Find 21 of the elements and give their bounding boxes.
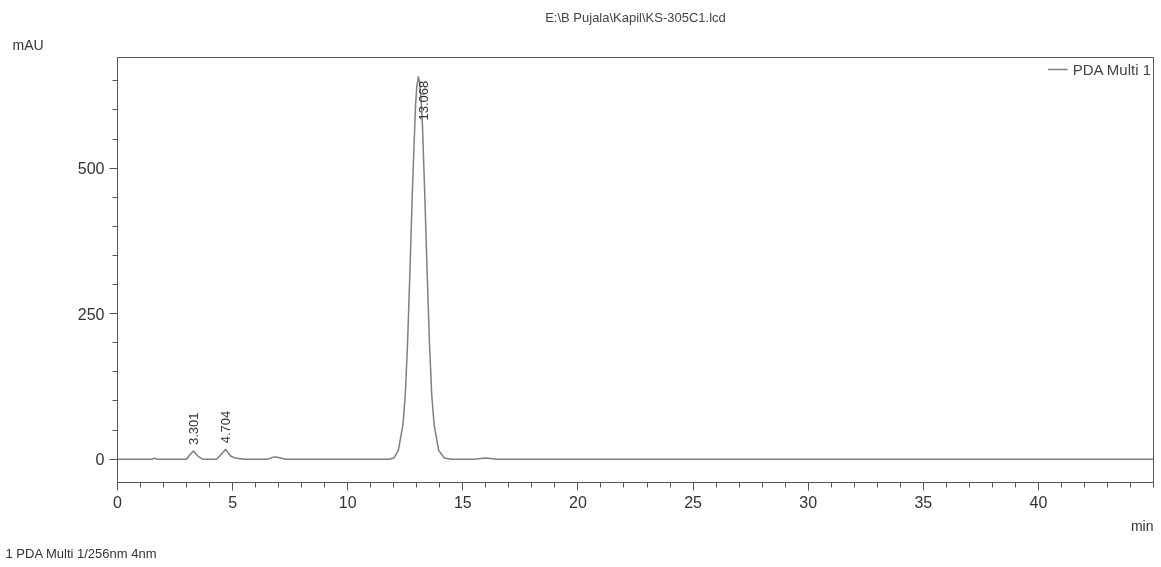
annotation: 4.704 xyxy=(218,410,234,444)
x-tick-label: 10 xyxy=(338,493,357,511)
annotation: 13.068 xyxy=(416,80,432,121)
x-tick-label: 20 xyxy=(569,493,587,511)
x-tick-label: 40 xyxy=(1029,493,1048,511)
x-tick-label: 15 xyxy=(453,493,472,511)
x-tick-label: 25 xyxy=(684,493,703,511)
x-tick-label: 5 xyxy=(228,493,238,511)
text: 1 PDA Multi 1/256nm 4nm xyxy=(5,545,157,561)
y-tick-label: 0 xyxy=(95,451,105,469)
line-series xyxy=(117,75,1154,460)
y-tick-label: 250 xyxy=(77,305,105,323)
x-axis-title: min xyxy=(1130,517,1154,534)
y-tick-label: 500 xyxy=(77,160,105,178)
x-tick-label: 30 xyxy=(799,493,818,511)
annotation: 3.301 xyxy=(186,412,201,446)
chart-title: E:\B Pujala\Kapil\KS-305C1.lcd xyxy=(545,9,726,25)
x-tick-label: 0 xyxy=(113,493,123,511)
y-axis-title: mAU xyxy=(12,36,44,53)
x-tick-label: 35 xyxy=(914,493,933,511)
legend-label: PDA Multi 1 xyxy=(1072,60,1151,78)
